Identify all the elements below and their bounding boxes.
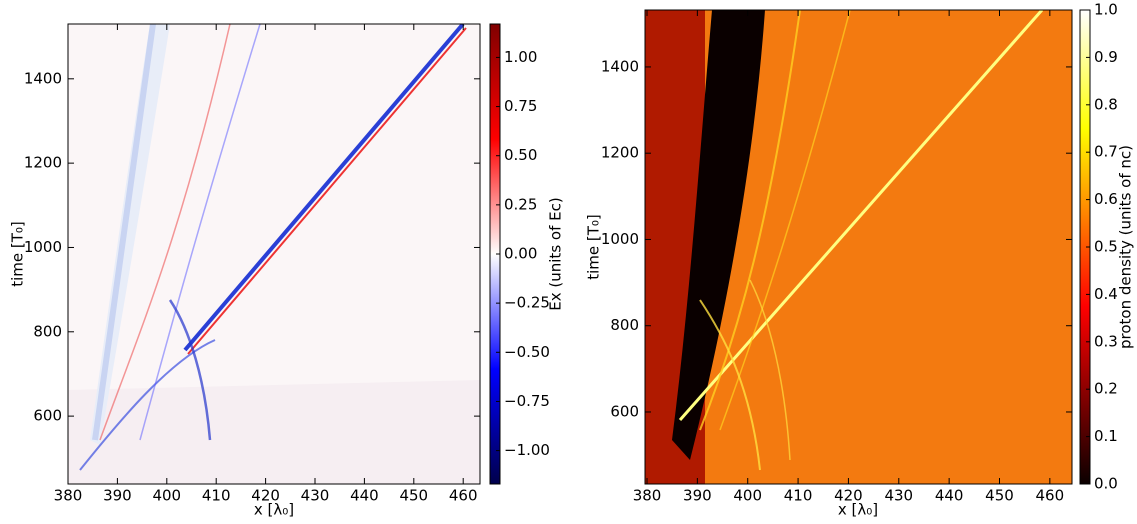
colorbar-tick-label: 1.00 — [504, 48, 537, 66]
x-tick-label: 450 — [399, 487, 428, 505]
colorbar-label: Ex (units of Ec) — [547, 197, 565, 310]
x-tick-label: 390 — [683, 487, 712, 505]
axes-frame — [67, 23, 481, 485]
field-image — [68, 24, 480, 484]
x-tick-label: 440 — [350, 487, 379, 505]
x-tick-label: 380 — [54, 487, 83, 505]
colorbar-tick-label: 0.6 — [1094, 190, 1118, 208]
x-tick-label: 450 — [985, 487, 1014, 505]
colorbar-tick-label: 0.00 — [504, 245, 537, 263]
y-tick-label: 1200 — [601, 144, 639, 162]
x-tick-label: 430 — [301, 487, 330, 505]
density-image — [645, 10, 1072, 484]
x-tick-label: 400 — [152, 487, 181, 505]
colorbar-tick-label: −1.00 — [504, 441, 550, 459]
y-tick-label: 1400 — [601, 57, 639, 75]
colorbar-tick-label: 0.25 — [504, 195, 537, 213]
x-tick-label: 410 — [202, 487, 231, 505]
x-axis-label: x [λ₀] — [254, 501, 294, 519]
y-tick-label: 1200 — [24, 154, 62, 172]
y-tick-label: 1000 — [601, 230, 639, 248]
x-tick-label: 380 — [633, 487, 662, 505]
colorbar-tick-label: 0.50 — [504, 146, 537, 164]
x-tick-label: 460 — [449, 487, 478, 505]
y-tick-label: 800 — [33, 322, 62, 340]
x-tick-label: 390 — [103, 487, 132, 505]
y-axis-label: time [T₀] — [9, 221, 27, 287]
colorbar-tick-label: 0.2 — [1094, 380, 1118, 398]
colorbar-tick-label: 0.3 — [1094, 332, 1118, 350]
colorbar-tick-label: 0.1 — [1094, 427, 1118, 445]
colorbar-tick-label: 0.7 — [1094, 143, 1118, 161]
colorbar-tick-label: 0.8 — [1094, 95, 1118, 113]
x-tick-label: 420 — [251, 487, 280, 505]
colorbar-tick-label: 0.4 — [1094, 285, 1118, 303]
colorbar-tick-label: 0.9 — [1094, 48, 1118, 66]
y-tick-label: 600 — [610, 402, 639, 420]
colorbar-tick-label: 1.0 — [1094, 1, 1118, 19]
x-tick-label: 400 — [733, 487, 762, 505]
colorbar-label: proton density (units of nc) — [1117, 145, 1135, 349]
colorbar-tick-label: 0.0 — [1094, 475, 1118, 493]
y-tick-label: 600 — [33, 407, 62, 425]
y-axis-label: time [T₀] — [585, 214, 603, 280]
colorbar-tick-label: −0.75 — [504, 392, 550, 410]
colorbar-tick-label: 0.75 — [504, 97, 537, 115]
axes-frame — [644, 9, 1073, 485]
y-tick-label: 1400 — [24, 69, 62, 87]
x-tick-label: 420 — [834, 487, 863, 505]
x-axis-label: x [λ₀] — [838, 501, 878, 519]
colorbar-tick-label: −0.50 — [504, 343, 550, 361]
colorbar-tick-label: 0.5 — [1094, 238, 1118, 256]
y-tick-label: 800 — [610, 316, 639, 334]
colorbar-tick-label: −0.25 — [504, 294, 550, 312]
x-tick-label: 440 — [935, 487, 964, 505]
x-tick-label: 430 — [884, 487, 913, 505]
x-tick-label: 460 — [1036, 487, 1065, 505]
x-tick-label: 410 — [784, 487, 813, 505]
y-tick-label: 1000 — [24, 238, 62, 256]
